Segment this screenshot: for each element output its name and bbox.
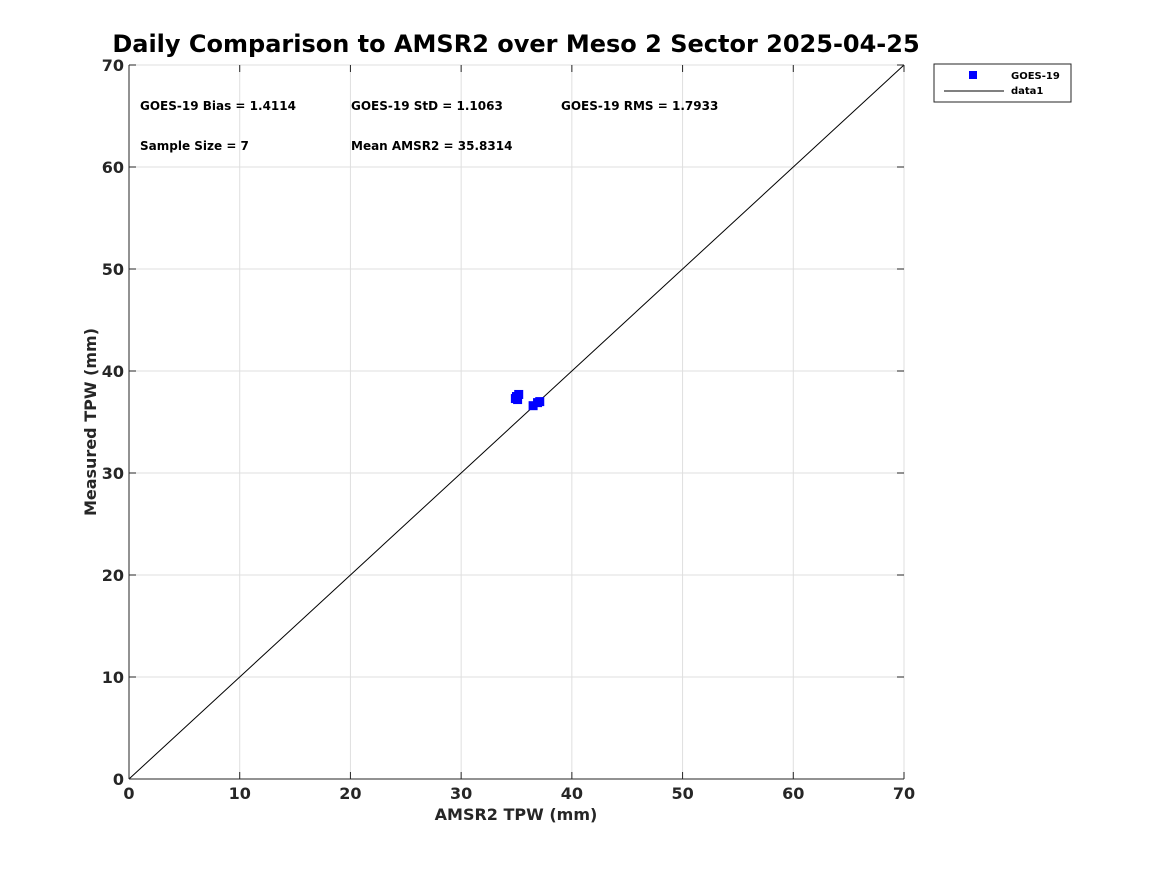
x-tick-label: 70 [893,784,915,803]
y-tick-label: 50 [102,260,124,279]
scatter-series [510,389,545,411]
legend-marker-goes19 [969,71,977,79]
y-tick-label: 60 [102,158,124,177]
x-tick-label: 60 [782,784,804,803]
x-tick-label: 40 [561,784,583,803]
x-axis-label: AMSR2 TPW (mm) [435,805,598,824]
annotation-std: GOES-19 StD = 1.1063 [351,99,503,113]
legend: GOES-19 data1 [933,63,1072,103]
tick-labels: 0 10 20 30 40 50 60 70 0 10 20 30 40 50 60 70 [102,56,915,803]
annotation-sample-size: Sample Size = 7 [140,139,249,153]
axes [128,64,905,780]
x-tick-label: 30 [450,784,472,803]
x-tick-label: 0 [123,784,134,803]
x-tick-label: 20 [339,784,361,803]
data-point [533,398,543,408]
y-tick-label: 30 [102,464,124,483]
y-axis-label: Measured TPW (mm) [81,328,100,516]
legend-box [933,63,1072,103]
x-tick-label: 10 [229,784,251,803]
annotation-mean-amsr2: Mean AMSR2 = 35.8314 [351,139,512,153]
y-tick-label: 40 [102,362,124,381]
legend-label-goes19: GOES-19 [1011,71,1060,82]
x-tick-label: 50 [671,784,693,803]
annotation-bias: GOES-19 Bias = 1.4114 [140,99,296,113]
identity-line-series [128,64,905,780]
y-tick-label: 10 [102,668,124,687]
y-tick-label: 20 [102,566,124,585]
y-tick-label: 70 [102,56,124,75]
annotation-rms: GOES-19 RMS = 1.7933 [561,99,718,113]
identity-line [128,64,905,780]
y-tick-label: 0 [113,770,124,789]
data-point [512,392,521,401]
legend-label-data1: data1 [1011,86,1043,97]
grid-lines [128,64,905,780]
stats-annotations: GOES-19 Bias = 1.4114 GOES-19 StD = 1.10… [140,99,718,153]
chart-title: Daily Comparison to AMSR2 over Meso 2 Se… [112,30,919,58]
